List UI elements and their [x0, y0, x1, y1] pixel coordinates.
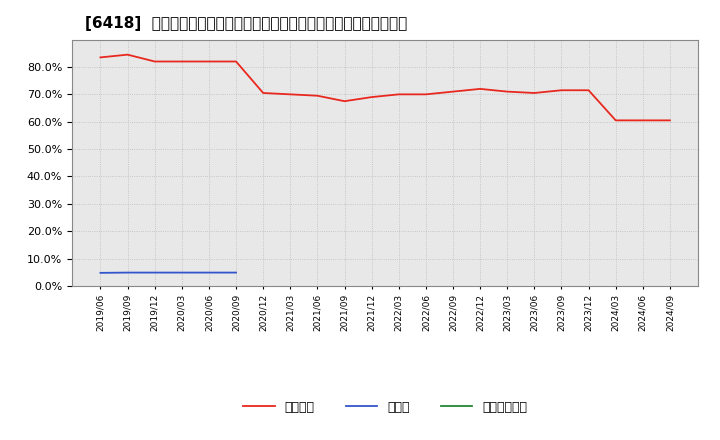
自己資本 [557, 88, 566, 93]
自己資本 [367, 95, 376, 100]
自己資本 [341, 99, 349, 104]
自己資本 [476, 86, 485, 92]
自己資本 [96, 55, 105, 60]
自己資本 [395, 92, 403, 97]
自己資本 [584, 88, 593, 93]
自己資本 [639, 118, 647, 123]
自己資本 [232, 59, 240, 64]
自己資本 [503, 89, 511, 94]
のれん [178, 270, 186, 275]
Line: 自己資本: 自己資本 [101, 55, 670, 121]
Legend: 自己資本, のれん, 繰延税金資産: 自己資本, のれん, 繰延税金資産 [238, 396, 532, 419]
のれん [123, 270, 132, 275]
自己資本 [286, 92, 294, 97]
のれん [232, 270, 240, 275]
自己資本 [530, 90, 539, 95]
のれん [150, 270, 159, 275]
自己資本 [665, 118, 674, 123]
自己資本 [259, 90, 268, 95]
のれん [96, 270, 105, 275]
のれん [204, 270, 213, 275]
自己資本 [449, 89, 457, 94]
自己資本 [204, 59, 213, 64]
自己資本 [421, 92, 430, 97]
自己資本 [313, 93, 322, 99]
自己資本 [178, 59, 186, 64]
Text: [6418]  自己資本、のれん、繰延税金資産の総資産に対する比率の推移: [6418] 自己資本、のれん、繰延税金資産の総資産に対する比率の推移 [84, 16, 407, 32]
自己資本 [150, 59, 159, 64]
自己資本 [123, 52, 132, 57]
自己資本 [611, 118, 620, 123]
